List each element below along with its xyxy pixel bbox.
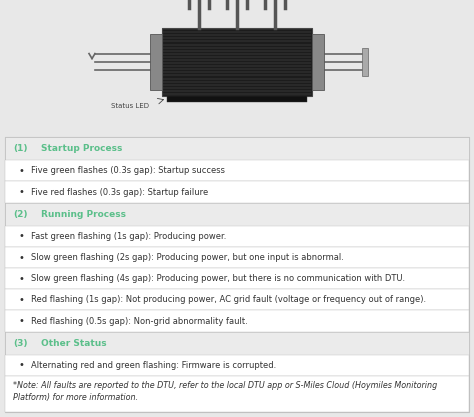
Text: Red flashing (1s gap): Not producing power, AC grid fault (voltage or frequency : Red flashing (1s gap): Not producing pow… (31, 295, 426, 304)
Bar (5, 311, 469, 332)
Bar (5, 376, 469, 412)
Text: Five green flashes (0.3s gap): Startup success: Five green flashes (0.3s gap): Startup s… (31, 166, 225, 175)
Text: •: • (18, 231, 24, 241)
Bar (5, 247, 469, 268)
Bar (5, 332, 469, 355)
Bar (5, 137, 469, 160)
Bar (5, 289, 469, 311)
Bar (5, 181, 469, 203)
Text: •: • (18, 166, 24, 176)
Text: Other Status: Other Status (41, 339, 107, 348)
Text: Red flashing (0.5s gap): Non-grid abnormality fault.: Red flashing (0.5s gap): Non-grid abnorm… (31, 317, 248, 326)
Text: •: • (18, 187, 24, 197)
Text: Slow green flashing (2s gap): Producing power, but one input is abnormal.: Slow green flashing (2s gap): Producing … (31, 253, 344, 262)
Text: •: • (18, 360, 24, 370)
Text: (1): (1) (13, 144, 27, 153)
Bar (362, 48, 368, 75)
Text: Alternating red and green flashing: Firmware is corrupted.: Alternating red and green flashing: Firm… (31, 361, 276, 370)
Text: (2): (2) (13, 210, 27, 219)
Text: Slow green flashing (4s gap): Producing power, but there is no communication wit: Slow green flashing (4s gap): Producing … (31, 274, 405, 283)
Text: •: • (18, 295, 24, 305)
Text: (3): (3) (13, 339, 27, 348)
Bar (5, 203, 469, 226)
Text: •: • (18, 316, 24, 326)
Text: Status LED: Status LED (111, 103, 149, 108)
Bar (5, 137, 469, 412)
Bar (312, 34, 324, 90)
Text: •: • (18, 274, 24, 284)
Bar (5, 355, 469, 376)
Bar (5, 160, 469, 181)
Text: Startup Process: Startup Process (41, 144, 122, 153)
Text: Running Process: Running Process (41, 210, 126, 219)
Text: •: • (18, 253, 24, 263)
Bar (150, 34, 162, 90)
Bar (162, 28, 312, 95)
Bar (167, 95, 307, 102)
Text: Five red flashes (0.3s gap): Startup failure: Five red flashes (0.3s gap): Startup fai… (31, 188, 208, 196)
Bar (5, 268, 469, 289)
Text: Fast green flashing (1s gap): Producing power.: Fast green flashing (1s gap): Producing … (31, 232, 227, 241)
Bar (5, 226, 469, 247)
Text: *Note: All faults are reported to the DTU, refer to the local DTU app or S-Miles: *Note: All faults are reported to the DT… (13, 381, 437, 402)
